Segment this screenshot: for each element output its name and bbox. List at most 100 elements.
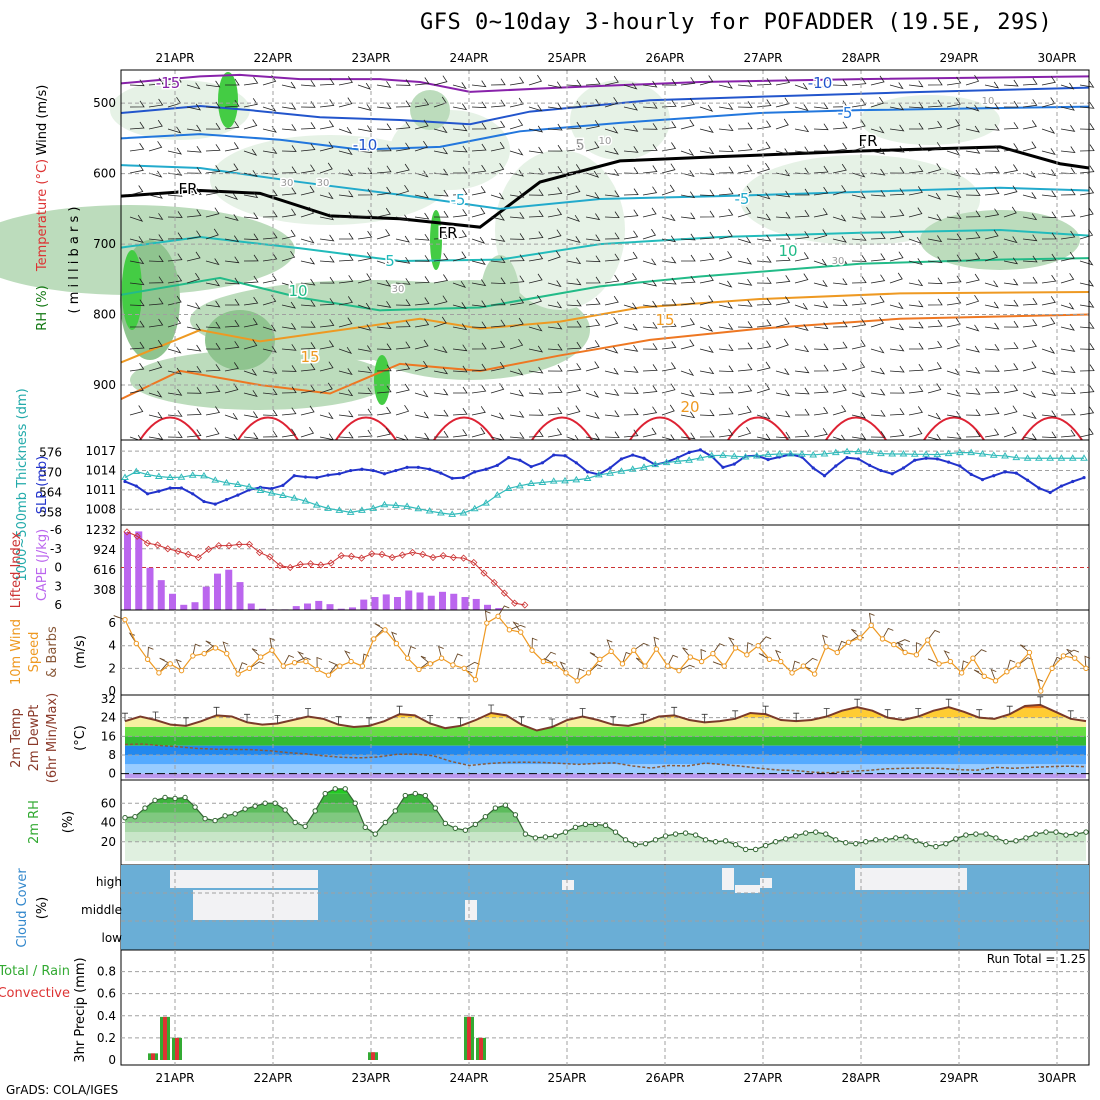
wind-barb xyxy=(946,233,962,241)
rh-point xyxy=(472,821,479,828)
wind-barb xyxy=(718,386,734,394)
wind-barb xyxy=(471,80,487,88)
rh-point xyxy=(132,814,138,820)
wind-speed-point xyxy=(359,663,366,669)
wind-speed-point xyxy=(291,659,298,666)
wind-barb xyxy=(528,387,544,395)
wind-barb xyxy=(794,387,810,395)
thickness-point xyxy=(989,451,998,458)
lifted-index-point xyxy=(521,601,529,609)
wind-barb xyxy=(623,82,638,90)
wind-barb xyxy=(1003,320,1019,328)
minmax-bar xyxy=(549,718,556,727)
wind-barb xyxy=(490,319,506,328)
contour-label: -15 xyxy=(156,74,181,92)
thickness-point xyxy=(154,472,163,480)
rh-point xyxy=(923,841,929,848)
wind-barb xyxy=(471,164,487,174)
wind-barb xyxy=(471,427,486,438)
lifted-index-point xyxy=(388,553,396,562)
wind-barb xyxy=(357,387,373,395)
wind-barb xyxy=(946,191,962,198)
wind-barb xyxy=(281,386,297,394)
wind-barb xyxy=(509,338,524,350)
wind-barb xyxy=(965,345,980,353)
wind-barb xyxy=(585,234,601,242)
wind-barb xyxy=(547,250,561,262)
wind-barb xyxy=(490,361,505,372)
wind-barb xyxy=(927,319,943,328)
cape-bar xyxy=(360,599,368,610)
wind-barbs xyxy=(129,74,1095,442)
wind-barb xyxy=(623,251,638,262)
cape-bar xyxy=(495,608,503,610)
wind-barb xyxy=(414,140,429,152)
cape-bar xyxy=(371,597,379,610)
wind-barb xyxy=(376,427,391,438)
slp-line xyxy=(124,448,1085,506)
wind-barb xyxy=(129,236,144,243)
wind-barb xyxy=(965,189,981,196)
wind-barb xyxy=(965,104,980,112)
wind-barb xyxy=(623,209,639,218)
wind-barb xyxy=(376,123,392,131)
wind-barb xyxy=(509,296,525,306)
wind-barb xyxy=(832,121,848,130)
wind-barb xyxy=(699,147,715,155)
wind-barb xyxy=(718,166,734,174)
wind-barb xyxy=(775,76,791,86)
temp-line xyxy=(124,703,1087,732)
wind-barb xyxy=(965,210,981,218)
wind-barb xyxy=(225,298,240,306)
wind-barb xyxy=(471,300,487,308)
wind-barb xyxy=(661,404,675,416)
rh-point xyxy=(1073,831,1079,837)
wind-speed-point xyxy=(687,654,693,660)
wind-barb xyxy=(1079,364,1095,372)
wind-barb xyxy=(927,629,941,641)
thickness-point xyxy=(403,502,411,509)
thickness-point xyxy=(177,473,186,480)
wind-barb xyxy=(813,229,828,240)
wind-barb xyxy=(1063,649,1080,657)
wind-barb xyxy=(585,318,601,328)
wind-barb xyxy=(395,320,411,328)
wind-barb xyxy=(243,76,259,86)
wind-barb xyxy=(338,317,353,328)
slp-point xyxy=(1037,486,1041,490)
wind-barb xyxy=(642,207,657,218)
axis-tick: 1014 xyxy=(85,464,116,478)
upper-grid xyxy=(121,70,1089,440)
wind-barb xyxy=(319,141,334,152)
axis-tick: 40 xyxy=(101,816,116,830)
wind-barb xyxy=(1041,211,1057,219)
wind-barb xyxy=(965,74,980,86)
wind-barb xyxy=(984,166,1000,174)
wind-barb xyxy=(737,143,753,152)
rh-point xyxy=(973,831,979,837)
lifted-index-point xyxy=(205,545,213,553)
rh-point xyxy=(392,808,398,814)
temperature-contour xyxy=(727,416,789,441)
thickness-point xyxy=(922,450,930,457)
temp-band xyxy=(125,773,1086,779)
wind-barb xyxy=(813,385,829,394)
date-label-top: 22APR xyxy=(253,51,292,65)
rh-point xyxy=(372,831,378,837)
wind-barb xyxy=(832,278,848,285)
wind-barb xyxy=(224,256,240,264)
wind-barb xyxy=(509,212,525,219)
wind-barb xyxy=(237,662,248,675)
slp-point xyxy=(461,476,466,480)
minmax-bar xyxy=(610,716,617,725)
wind-speed-point xyxy=(438,655,445,661)
wind-barb xyxy=(642,228,657,240)
wind-barb xyxy=(471,321,487,329)
date-labels-top: 21APR 22APR 23APR 24APR 25APR 26APR 27APR 28APR… xyxy=(155,51,1076,65)
wind-barb xyxy=(699,346,714,353)
wind-speed-point xyxy=(936,661,942,667)
precip-conv-bar xyxy=(371,1052,375,1060)
wind-barb xyxy=(1060,345,1076,352)
wind-barb xyxy=(851,339,866,350)
